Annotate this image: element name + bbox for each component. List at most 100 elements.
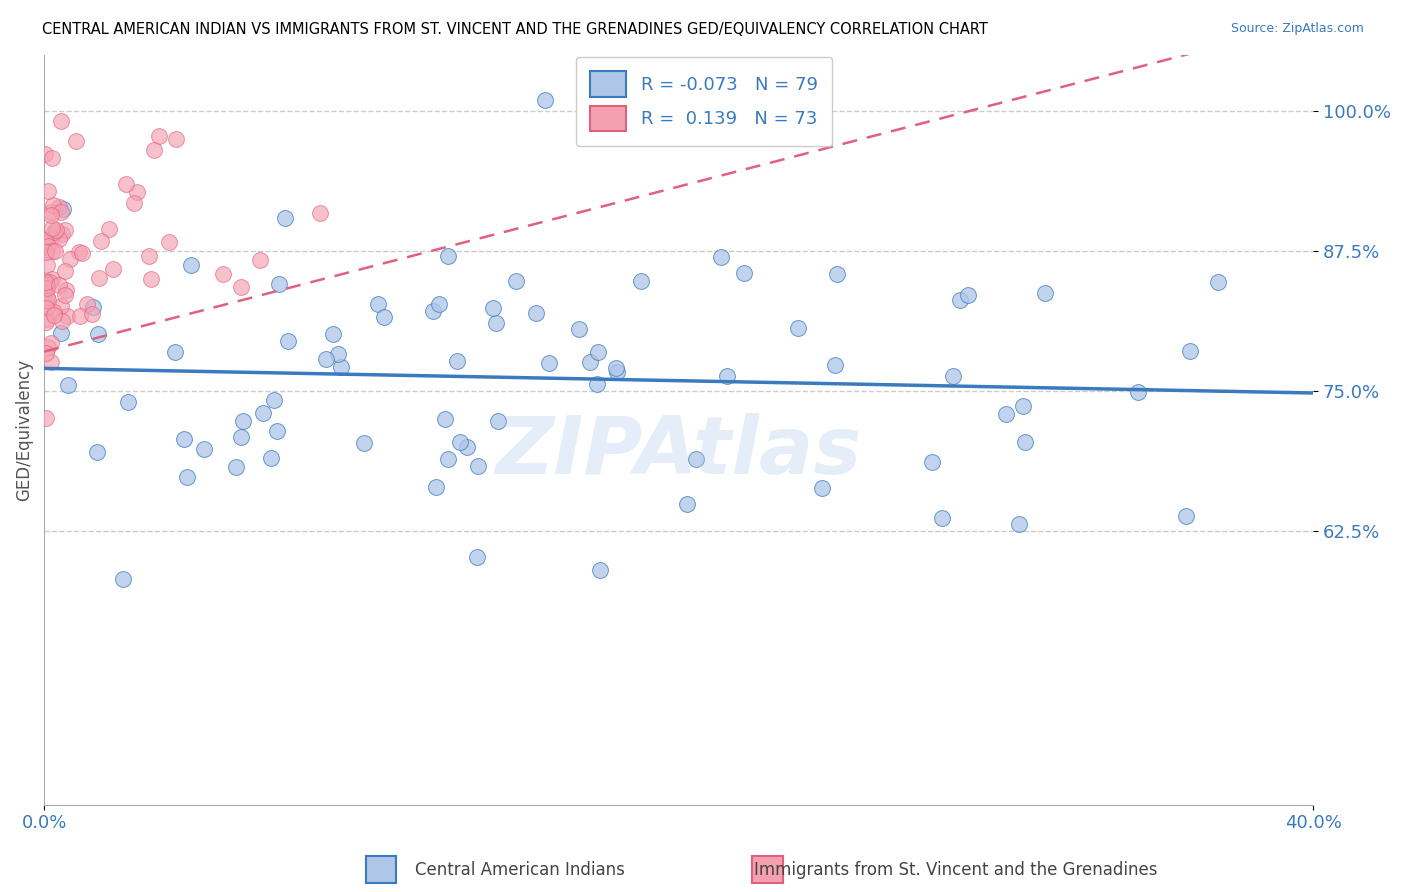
Point xyxy=(630,274,652,288)
Point xyxy=(56,378,79,392)
Point xyxy=(524,306,547,320)
Point xyxy=(35,411,58,425)
Point xyxy=(232,414,254,428)
Point xyxy=(45,223,67,237)
Point xyxy=(39,335,62,350)
Point xyxy=(35,281,58,295)
Point xyxy=(942,368,965,383)
Point xyxy=(710,250,733,264)
Point xyxy=(212,267,235,281)
Text: Source: ZipAtlas.com: Source: ZipAtlas.com xyxy=(1230,22,1364,36)
Point xyxy=(51,227,73,242)
Point xyxy=(101,261,124,276)
Point xyxy=(585,376,607,391)
Point xyxy=(48,200,70,214)
Point xyxy=(67,245,90,260)
Point xyxy=(82,300,104,314)
Point xyxy=(48,232,70,246)
Point xyxy=(42,226,65,240)
Point xyxy=(482,301,505,316)
Text: ZIPAtlas: ZIPAtlas xyxy=(495,413,862,491)
Point xyxy=(53,287,76,301)
Point xyxy=(35,236,58,251)
Point xyxy=(42,308,65,322)
Point xyxy=(37,184,59,198)
Point xyxy=(114,177,136,191)
Point xyxy=(52,202,75,216)
Point xyxy=(176,470,198,484)
Point xyxy=(456,440,478,454)
Point xyxy=(436,249,458,263)
Point xyxy=(41,220,63,235)
Point xyxy=(921,455,943,469)
Point xyxy=(42,198,65,212)
Point xyxy=(1033,286,1056,301)
Point xyxy=(606,365,628,379)
Point xyxy=(70,245,93,260)
Point xyxy=(122,195,145,210)
Point xyxy=(537,356,560,370)
Point xyxy=(422,304,444,318)
Point xyxy=(35,276,58,290)
Point xyxy=(367,297,389,311)
Y-axis label: GED/Equivalency: GED/Equivalency xyxy=(15,359,32,501)
Point xyxy=(41,272,63,286)
Point xyxy=(427,297,450,311)
Point xyxy=(1206,275,1229,289)
Point xyxy=(55,222,77,236)
Point xyxy=(433,412,456,426)
Point xyxy=(249,253,271,268)
Point xyxy=(148,129,170,144)
Point xyxy=(225,460,247,475)
Point xyxy=(1012,399,1035,413)
Point xyxy=(35,275,58,289)
Point xyxy=(465,550,488,565)
Point xyxy=(86,444,108,458)
Point xyxy=(425,480,447,494)
Point xyxy=(266,424,288,438)
Point xyxy=(34,233,56,247)
Point xyxy=(486,414,509,428)
Point xyxy=(260,450,283,465)
Point xyxy=(449,434,471,449)
Point xyxy=(252,406,274,420)
Point xyxy=(51,314,73,328)
Point xyxy=(39,354,62,368)
Point xyxy=(373,310,395,325)
Point xyxy=(733,266,755,280)
Point xyxy=(273,211,295,226)
Point xyxy=(53,264,76,278)
Text: Central American Indians: Central American Indians xyxy=(415,861,626,879)
Point xyxy=(37,258,59,272)
Point xyxy=(111,572,134,586)
Point xyxy=(1175,509,1198,524)
Point xyxy=(949,293,972,308)
Point xyxy=(138,249,160,263)
Point xyxy=(48,277,70,292)
Point xyxy=(39,275,62,289)
Point xyxy=(786,321,808,335)
Point xyxy=(139,272,162,286)
Point xyxy=(267,277,290,292)
Point xyxy=(41,151,63,165)
Point xyxy=(229,430,252,444)
Point xyxy=(41,244,63,259)
Point xyxy=(37,290,59,304)
Point xyxy=(193,442,215,457)
Legend: R = -0.073   N = 79, R =  0.139   N = 73: R = -0.073 N = 79, R = 0.139 N = 73 xyxy=(576,57,832,145)
Point xyxy=(328,347,350,361)
Point xyxy=(165,132,187,146)
Point xyxy=(931,511,953,525)
Point xyxy=(676,497,699,511)
Point xyxy=(37,277,59,292)
Point xyxy=(231,279,253,293)
Point xyxy=(716,369,738,384)
Point xyxy=(956,288,979,302)
Point xyxy=(579,354,602,368)
Point xyxy=(142,143,165,157)
Point xyxy=(55,283,77,297)
Point xyxy=(467,459,489,474)
Point xyxy=(589,563,612,577)
Point xyxy=(49,326,72,341)
Point xyxy=(1178,344,1201,359)
